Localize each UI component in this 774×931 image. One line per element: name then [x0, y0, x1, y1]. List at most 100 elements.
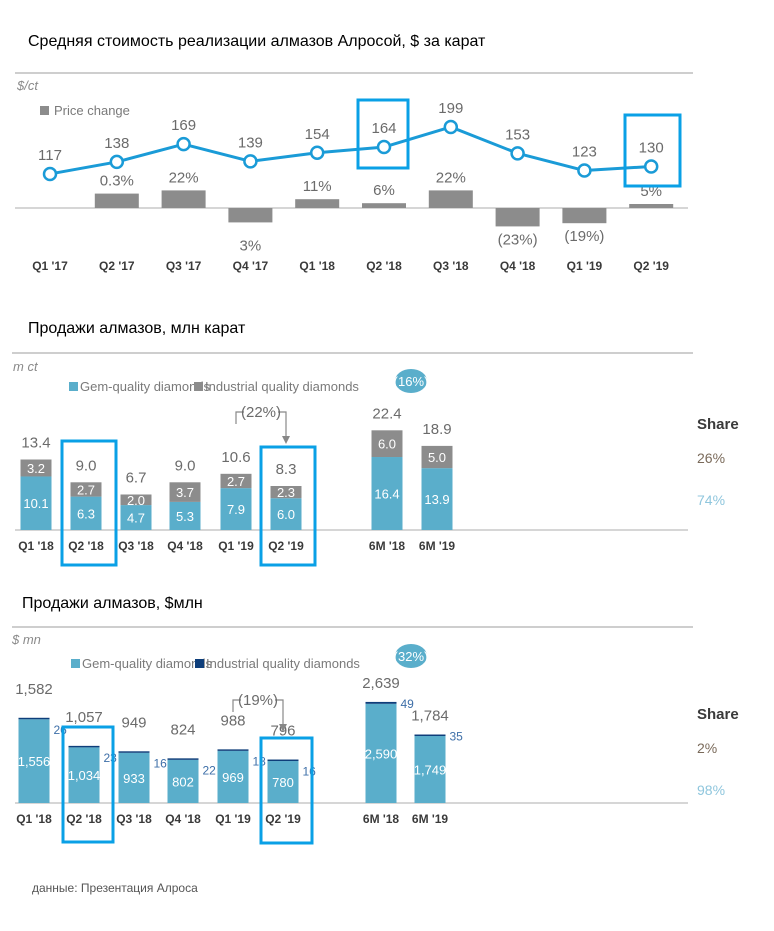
price-label: 130: [639, 140, 664, 157]
industrial-value-label: 2.7: [77, 482, 95, 497]
category-label: 6M '19: [419, 539, 456, 553]
price-label: 123: [572, 144, 597, 161]
total-label: 2,639: [362, 675, 400, 692]
price-point: [309, 145, 325, 161]
industrial-bar: [220, 473, 252, 489]
gem-value-label: 1,034: [68, 768, 101, 783]
gem-value-label: 780: [272, 775, 294, 790]
share-industrial: 2%: [697, 740, 717, 756]
category-label: Q1 '19: [567, 259, 603, 273]
gem-value-label: 6.0: [277, 507, 295, 522]
total-label: 1,582: [15, 681, 53, 698]
industrial-value-label: 3.2: [27, 461, 45, 476]
price-label: 153: [505, 126, 530, 143]
industrial-value-label: 2.3: [277, 485, 295, 500]
category-label: Q1 '19: [215, 812, 251, 826]
share-heading: Share: [697, 416, 739, 433]
category-label: Q2 '18: [366, 259, 402, 273]
price-point: [643, 159, 659, 174]
category-label: Q1 '18: [16, 812, 52, 826]
category-label: Q3 '17: [166, 259, 202, 273]
price-label: 154: [305, 126, 330, 143]
chart3-unit: $ mn: [11, 632, 41, 647]
industrial-bar: [20, 459, 52, 477]
industrial-value-label: 35: [450, 730, 464, 744]
industrial-bar: [270, 486, 302, 499]
industrial-value-label: 2.0: [127, 493, 145, 508]
gem-value-label: 1,556: [18, 754, 51, 769]
share-heading: Share: [697, 706, 739, 723]
industrial-bar: [371, 430, 403, 458]
price-change-bar: [295, 199, 340, 208]
arrow-down-icon: [282, 436, 290, 444]
gem-bar: [20, 476, 52, 530]
six-month-change-badge: [395, 644, 427, 668]
industrial-bar: [118, 751, 150, 753]
total-label: 1,057: [65, 709, 103, 726]
total-label: 8.3: [276, 461, 297, 478]
price-change-label: 6%: [373, 182, 395, 199]
gem-bar: [169, 501, 201, 530]
legend-swatch-gem: [71, 659, 80, 668]
gem-bar: [70, 496, 102, 530]
highlight-box: [61, 725, 115, 844]
gem-value-label: 10.1: [23, 496, 48, 511]
chart2-plot: 10.1 3.2 13.4 Q1 '18 6.3 2.7 9.0 Q2 '18 4.7 2.0 6.…: [15, 369, 739, 567]
price-change-bar: [94, 193, 139, 208]
chart2-title: Продажи алмазов, млн карат: [28, 320, 246, 337]
industrial-bar: [68, 745, 100, 748]
total-label: 988: [220, 712, 245, 729]
legend-price-change: Price change: [54, 103, 130, 118]
total-label: 9.0: [175, 457, 196, 474]
total-label: 6.7: [126, 469, 147, 486]
category-label: Q4 '18: [167, 539, 203, 553]
industrial-bar: [365, 701, 397, 704]
share-gem: 98%: [697, 782, 725, 798]
category-label: Q2 '17: [99, 259, 135, 273]
highlight-box: [623, 113, 682, 188]
industrial-value-label: 16: [303, 765, 317, 779]
gem-value-label: 5.3: [176, 509, 194, 524]
arrow-down-icon: [279, 724, 287, 732]
legend-swatch-gem: [69, 382, 78, 391]
industrial-value-label: 3.7: [176, 485, 194, 500]
gem-bar: [217, 750, 249, 803]
category-label: Q1 '17: [32, 259, 68, 273]
gem-value-label: 1,749: [414, 763, 447, 778]
category-label: Q3 '18: [116, 812, 152, 826]
chart3-title: Продажи алмазов, $млн: [22, 595, 203, 612]
gem-bar: [167, 759, 199, 803]
industrial-value-label: 2.7: [227, 474, 245, 489]
gem-value-label: 16.4: [374, 487, 399, 502]
gem-value-label: 13.9: [424, 492, 449, 507]
category-label: Q4 '18: [500, 259, 536, 273]
gem-value-label: 4.7: [127, 511, 145, 526]
legend-swatch-industrial: [195, 659, 204, 668]
price-label: 139: [238, 134, 263, 151]
price-change-bar: [362, 203, 406, 208]
category-label: Q1 '19: [218, 539, 254, 553]
chart1-unit: $/ct: [16, 78, 39, 93]
industrial-bar: [169, 482, 201, 502]
category-label: 6M '18: [369, 539, 406, 553]
gem-bar: [414, 736, 446, 803]
price-point: [510, 146, 525, 161]
category-label: Q2 '18: [66, 812, 102, 826]
chart2-unit: m ct: [13, 359, 39, 374]
category-label: 6M '19: [412, 812, 449, 826]
price-line: [49, 125, 652, 176]
price-point: [443, 119, 459, 135]
price-point: [577, 163, 592, 178]
industrial-value-label: 22: [203, 763, 217, 777]
six-month-change-label: (32%): [394, 649, 429, 664]
category-label: Q2 '19: [265, 812, 301, 826]
total-label: 22.4: [372, 405, 401, 422]
share-gem: 74%: [697, 492, 725, 508]
price-label: 164: [371, 120, 396, 137]
price-change-label: 11%: [303, 178, 332, 195]
total-label: 1,784: [411, 708, 449, 725]
price-label: 169: [171, 117, 196, 134]
category-label: Q3 '18: [433, 259, 469, 273]
legend-gem: Gem-quality diamonds: [82, 656, 213, 671]
price-change-bar: [161, 190, 206, 208]
